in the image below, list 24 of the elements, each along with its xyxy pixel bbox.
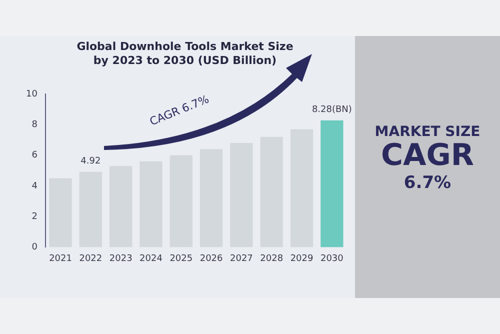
chart-title: Global Downhole Tools Market Size by 2023 to 2030 (USD Billion) <box>76 40 294 68</box>
text: CAGR <box>380 138 475 173</box>
x-tick-label: 2027 <box>230 254 253 264</box>
annotation: CAGR 6.7% <box>148 92 211 128</box>
data-label: 8.28(BN) <box>312 105 352 116</box>
y-tick-label: 6 <box>32 150 38 161</box>
y-tick-label: 2 <box>32 212 38 222</box>
x-tick-label: 2026 <box>200 254 224 264</box>
x-tick-label: 2028 <box>260 254 284 264</box>
x-tick-label: 2021 <box>49 254 72 264</box>
x-tick-label: 2022 <box>79 254 102 264</box>
y-tick-label: 10 <box>26 89 38 100</box>
y-tick-label: 4 <box>32 181 38 192</box>
bar <box>320 120 344 248</box>
x-tick-label: 2024 <box>140 254 163 264</box>
text: MARKET SIZE <box>374 124 482 140</box>
data-label: 4.92 <box>80 156 101 167</box>
y-tick-label: 8 <box>32 120 38 130</box>
y-tick-label: 0 <box>32 242 38 253</box>
x-tick-label: 2030 <box>320 254 344 264</box>
x-tick-label: 2023 <box>109 254 132 264</box>
text: 6.7% <box>402 172 452 194</box>
x-tick-label: 2025 <box>170 254 193 264</box>
x-tick-label: 2029 <box>290 254 314 264</box>
